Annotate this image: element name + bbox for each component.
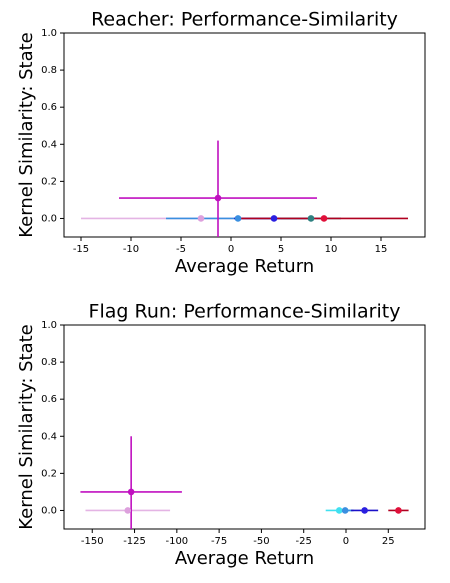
- y-tick-label: 0.6: [41, 394, 57, 405]
- point: [197, 215, 205, 222]
- y-tick-label: 0.6: [41, 102, 57, 113]
- y-tick-label: 1.0: [41, 320, 57, 331]
- point: [335, 507, 343, 514]
- point: [214, 194, 222, 202]
- y-tick-label: 0.2: [41, 176, 57, 187]
- y-axis-label: Kernel Similarity: State: [16, 324, 37, 530]
- y-tick-label: 0.8: [41, 65, 57, 76]
- point: [307, 215, 315, 222]
- x-tick-label: 0: [343, 536, 349, 547]
- plot-marks: [80, 436, 409, 529]
- chart-title: Reacher: Performance-Similarity: [91, 9, 398, 31]
- y-tick-label: 0.4: [41, 139, 57, 150]
- y-tick-label: 1.0: [41, 28, 57, 39]
- y-tick-label: 0.8: [41, 357, 57, 368]
- point: [361, 507, 368, 514]
- plot-area: [63, 324, 426, 530]
- x-tick-label: -150: [81, 536, 104, 547]
- x-tick-label: -5: [176, 244, 186, 255]
- point: [124, 507, 132, 514]
- plot-marks: [81, 140, 408, 237]
- x-tick-label: 25: [382, 536, 395, 547]
- x-axis-label: Average Return: [175, 256, 314, 277]
- y-tick-label: 0.0: [41, 505, 57, 516]
- x-tick-label: -125: [123, 536, 146, 547]
- point: [127, 488, 135, 496]
- x-tick-label: 5: [278, 244, 284, 255]
- y-tick-label: 0.4: [41, 431, 57, 442]
- point: [270, 215, 278, 222]
- x-tick-label: 10: [325, 244, 338, 255]
- y-axis-label: Kernel Similarity: State: [16, 32, 37, 238]
- point: [320, 215, 328, 222]
- point: [234, 215, 242, 222]
- plot-area: [63, 32, 426, 238]
- y-tick-label: 0.2: [41, 468, 57, 479]
- point: [341, 507, 349, 514]
- x-tick-label: 0: [228, 244, 234, 255]
- x-tick-label: -75: [211, 536, 227, 547]
- y-tick-label: 0.0: [41, 213, 57, 224]
- point: [395, 507, 402, 514]
- x-tick-label: -50: [253, 536, 269, 547]
- x-tick-label: -15: [73, 244, 89, 255]
- x-axis-label: Average Return: [175, 548, 314, 569]
- x-tick-label: -25: [296, 536, 312, 547]
- chart-title: Flag Run: Performance-Similarity: [89, 301, 401, 323]
- x-tick-label: -10: [123, 244, 139, 255]
- x-tick-label: 15: [375, 244, 388, 255]
- x-tick-label: -100: [165, 536, 188, 547]
